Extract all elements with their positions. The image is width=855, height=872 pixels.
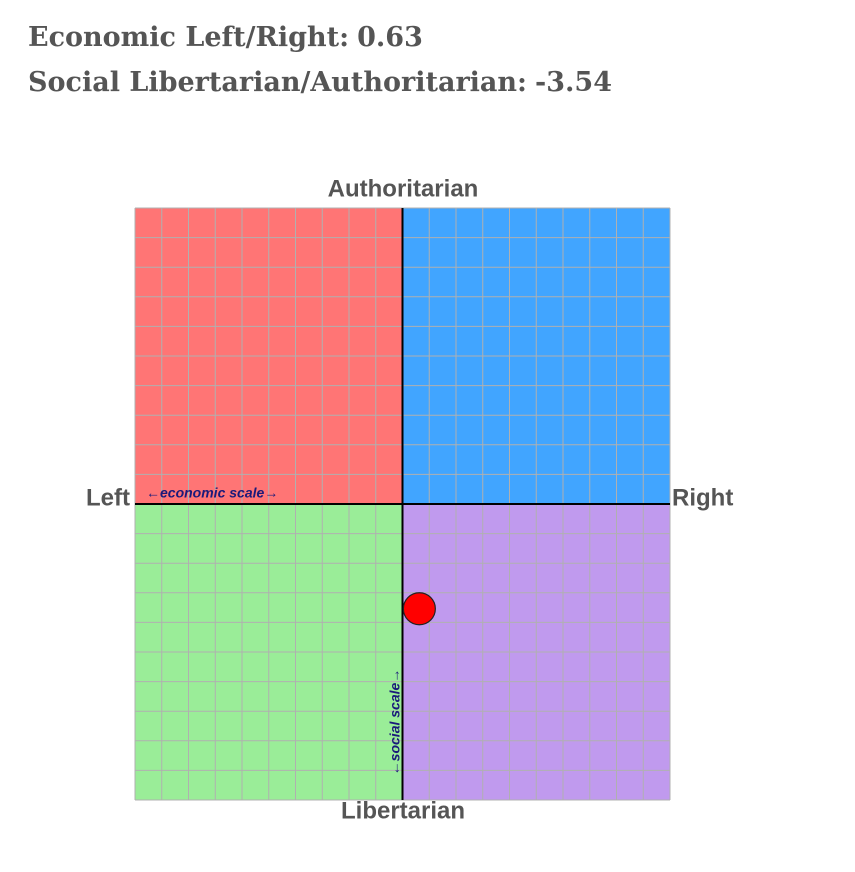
y-axis-label: ←social scale→ (387, 669, 403, 776)
left-label: Left (86, 484, 130, 511)
result-point (402, 592, 436, 626)
economic-heading: Economic Left/Right: 0.63 (28, 22, 423, 53)
bottom-label: Libertarian (341, 797, 465, 824)
heading-label: Social Libertarian/Authoritarian: (28, 67, 527, 98)
x-axis-label: ←economic scale→ (146, 485, 278, 501)
social-heading: Social Libertarian/Authoritarian: -3.54 (28, 67, 612, 98)
right-label: Right (672, 484, 733, 511)
heading-value: 0.63 (357, 22, 423, 53)
heading-value: -3.54 (535, 67, 612, 98)
heading-label: Economic Left/Right: (28, 22, 349, 53)
top-label: Authoritarian (328, 175, 479, 202)
